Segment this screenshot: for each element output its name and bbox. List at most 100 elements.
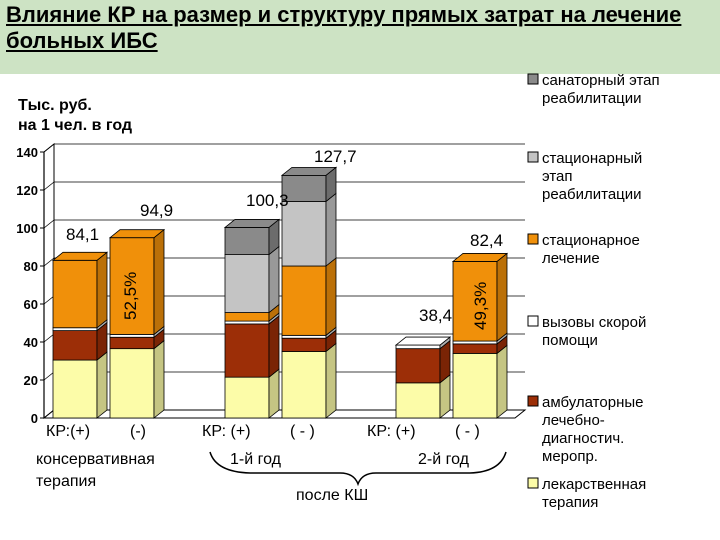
y-tick-label: 120 [16,183,38,198]
legend-label: санаторный этап [542,72,660,89]
legend-label: меропр. [542,448,598,465]
legend-label: диагностич. [542,430,624,447]
group-label: 2-й год [418,451,470,468]
bar-segment-side [268,368,280,419]
y-tick-label: 140 [16,145,38,160]
x-category-label: ( - ) [455,423,480,440]
legend-swatch [527,151,539,163]
bar-top [280,166,338,176]
bar-top [223,219,281,228]
bar-segment-side [268,315,280,378]
bar-segment [52,327,98,331]
bar-top [394,336,452,346]
legend-label: лечебно- [542,412,605,429]
bar-segment [224,323,270,378]
y-unit-label: Тыс. руб. на 1 чел. в год [18,96,132,136]
legend-label: этап [542,168,573,185]
legend-swatch [527,395,539,407]
gridline-diagonal [43,371,55,381]
bar-segment-side [268,245,280,314]
legend-swatch [527,315,539,327]
legend-label: терапия [542,494,598,511]
bar-segment-side [325,342,337,419]
bar-total-label: 94,9 [140,201,173,220]
bar-segment [281,200,327,267]
bar-segment [224,312,270,322]
legend-label: лечение [542,250,600,267]
legend-swatch [527,233,539,245]
bar-segment-side [153,339,165,419]
bar-segment [109,333,155,338]
bar-segment-side [496,344,508,419]
bar-segment-side [325,192,337,267]
bar-segment [281,334,327,339]
bar-segment [224,320,270,325]
y-tick-label: 0 [31,411,38,426]
bar-segment [224,227,270,255]
bar-segment-side [496,252,508,342]
bar-segment [452,352,498,419]
gridline-diagonal [43,295,55,305]
y-tick-label: 100 [16,221,38,236]
y-tick-label: 60 [24,297,38,312]
bar-segment-side [153,228,165,336]
legend-label: амбулаторные [542,394,643,411]
legend-swatch [527,477,539,489]
bar-segment [395,344,441,350]
x-category-label: (-) [130,423,146,440]
y-tick-label: 80 [24,259,38,274]
group-label: после КШ [296,487,368,504]
bar-total-label: 38,4 [419,306,452,325]
legend-label: помощи [542,332,598,349]
x-category-label: КР:(+) [46,423,90,440]
y-unit-line-1: Тыс. руб. [18,97,92,114]
legend-label: вызовы скорой [542,314,646,331]
x-category-label: КР: (+) [202,423,251,440]
bar-segment-side [96,351,108,419]
gridline-diagonal [43,257,55,267]
bar-segment [281,351,327,419]
bar-top [51,251,109,261]
bar-total-label: 84,1 [66,225,99,244]
legend-label: реабилитации [542,90,642,107]
bar-top [451,253,509,262]
group-label: терапия [36,473,96,490]
bar-segment-side [96,251,108,329]
bar-segment [109,237,155,335]
legend-label: реабилитации [542,186,642,203]
gridline-diagonal [43,219,55,229]
axis-side-wall [43,142,55,420]
bar-segment-side [325,257,337,337]
gridline-diagonal [43,409,55,419]
bar-top [108,229,166,239]
bar-segment [281,337,327,352]
bar-segment [281,265,327,336]
bar-segment [224,376,270,419]
bar-segment [52,330,98,361]
bar-total-label: 82,4 [470,231,503,250]
percent-label: 52,5% [121,272,140,320]
group-label: 1-й год [230,451,282,468]
bar-segment [281,174,327,202]
bar-segment [395,382,441,419]
group-brace [209,451,507,487]
percent-label: 49,3% [471,282,490,330]
bar-segment [395,348,441,384]
group-label: консервативная [36,451,155,468]
y-tick-label: 20 [24,373,38,388]
bar-total-label: 100,3 [246,191,289,210]
bar-segment [109,336,155,350]
x-category-label: ( - ) [290,423,315,440]
bar-segment [52,359,98,419]
bar-segment [452,343,498,354]
legend-swatch [527,73,539,85]
y-tick-label: 40 [24,335,38,350]
gridline-diagonal [43,333,55,343]
bar-segment [109,348,155,419]
bar-segment [452,340,498,345]
gridline-diagonal [43,181,55,191]
legend-label: стационарный [542,150,642,167]
title-bar: Влияние КР на размер и структуру прямых … [0,0,720,74]
bar-total-label: 127,7 [314,147,357,166]
legend-label: стационарное [542,232,640,249]
